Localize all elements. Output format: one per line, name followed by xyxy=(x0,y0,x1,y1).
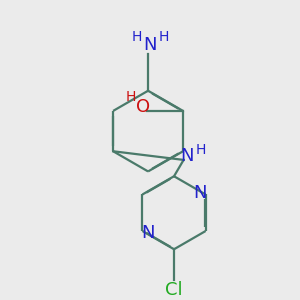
Text: H: H xyxy=(196,143,206,157)
Text: H: H xyxy=(126,91,136,104)
Text: N: N xyxy=(143,36,157,54)
Text: N: N xyxy=(181,147,194,165)
Text: O: O xyxy=(136,98,150,116)
Text: Cl: Cl xyxy=(165,280,183,298)
Text: N: N xyxy=(141,224,155,242)
Text: N: N xyxy=(193,184,207,202)
Text: H: H xyxy=(131,30,142,44)
Text: H: H xyxy=(158,30,169,44)
